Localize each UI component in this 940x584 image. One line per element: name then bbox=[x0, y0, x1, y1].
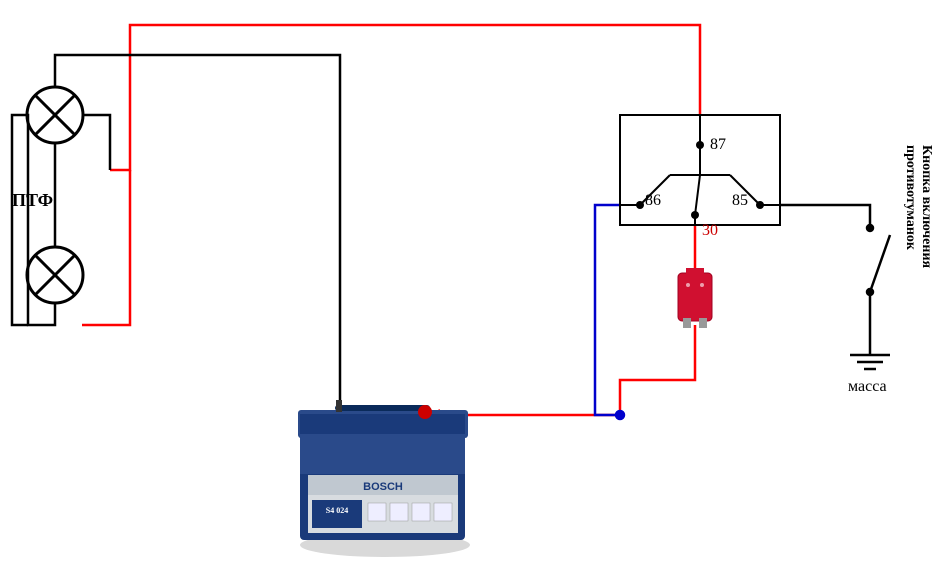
svg-text:BOSCH: BOSCH bbox=[363, 481, 403, 493]
lamp-1 bbox=[27, 87, 83, 143]
relay bbox=[620, 115, 780, 225]
relay-85-label: 85 bbox=[732, 192, 748, 210]
switch-label: Кнопка включения противотуманок bbox=[902, 145, 934, 345]
relay-30-label: 30 bbox=[702, 222, 718, 240]
ptf-label: ПТФ bbox=[12, 190, 53, 211]
blue-wire-group bbox=[595, 205, 624, 419]
lamp-2 bbox=[27, 247, 83, 303]
ground-label: масса bbox=[848, 378, 887, 396]
fuse bbox=[678, 268, 712, 328]
ground-symbol bbox=[850, 355, 890, 369]
switch-symbol bbox=[867, 225, 890, 295]
relay-86-label: 86 bbox=[645, 192, 661, 210]
svg-text:S4 024: S4 024 bbox=[326, 506, 348, 515]
relay-87-label: 87 bbox=[710, 136, 726, 154]
black-wire-group bbox=[12, 55, 870, 400]
battery: BOSCH S4 024 bbox=[298, 400, 470, 557]
red-wire-group bbox=[82, 25, 700, 420]
